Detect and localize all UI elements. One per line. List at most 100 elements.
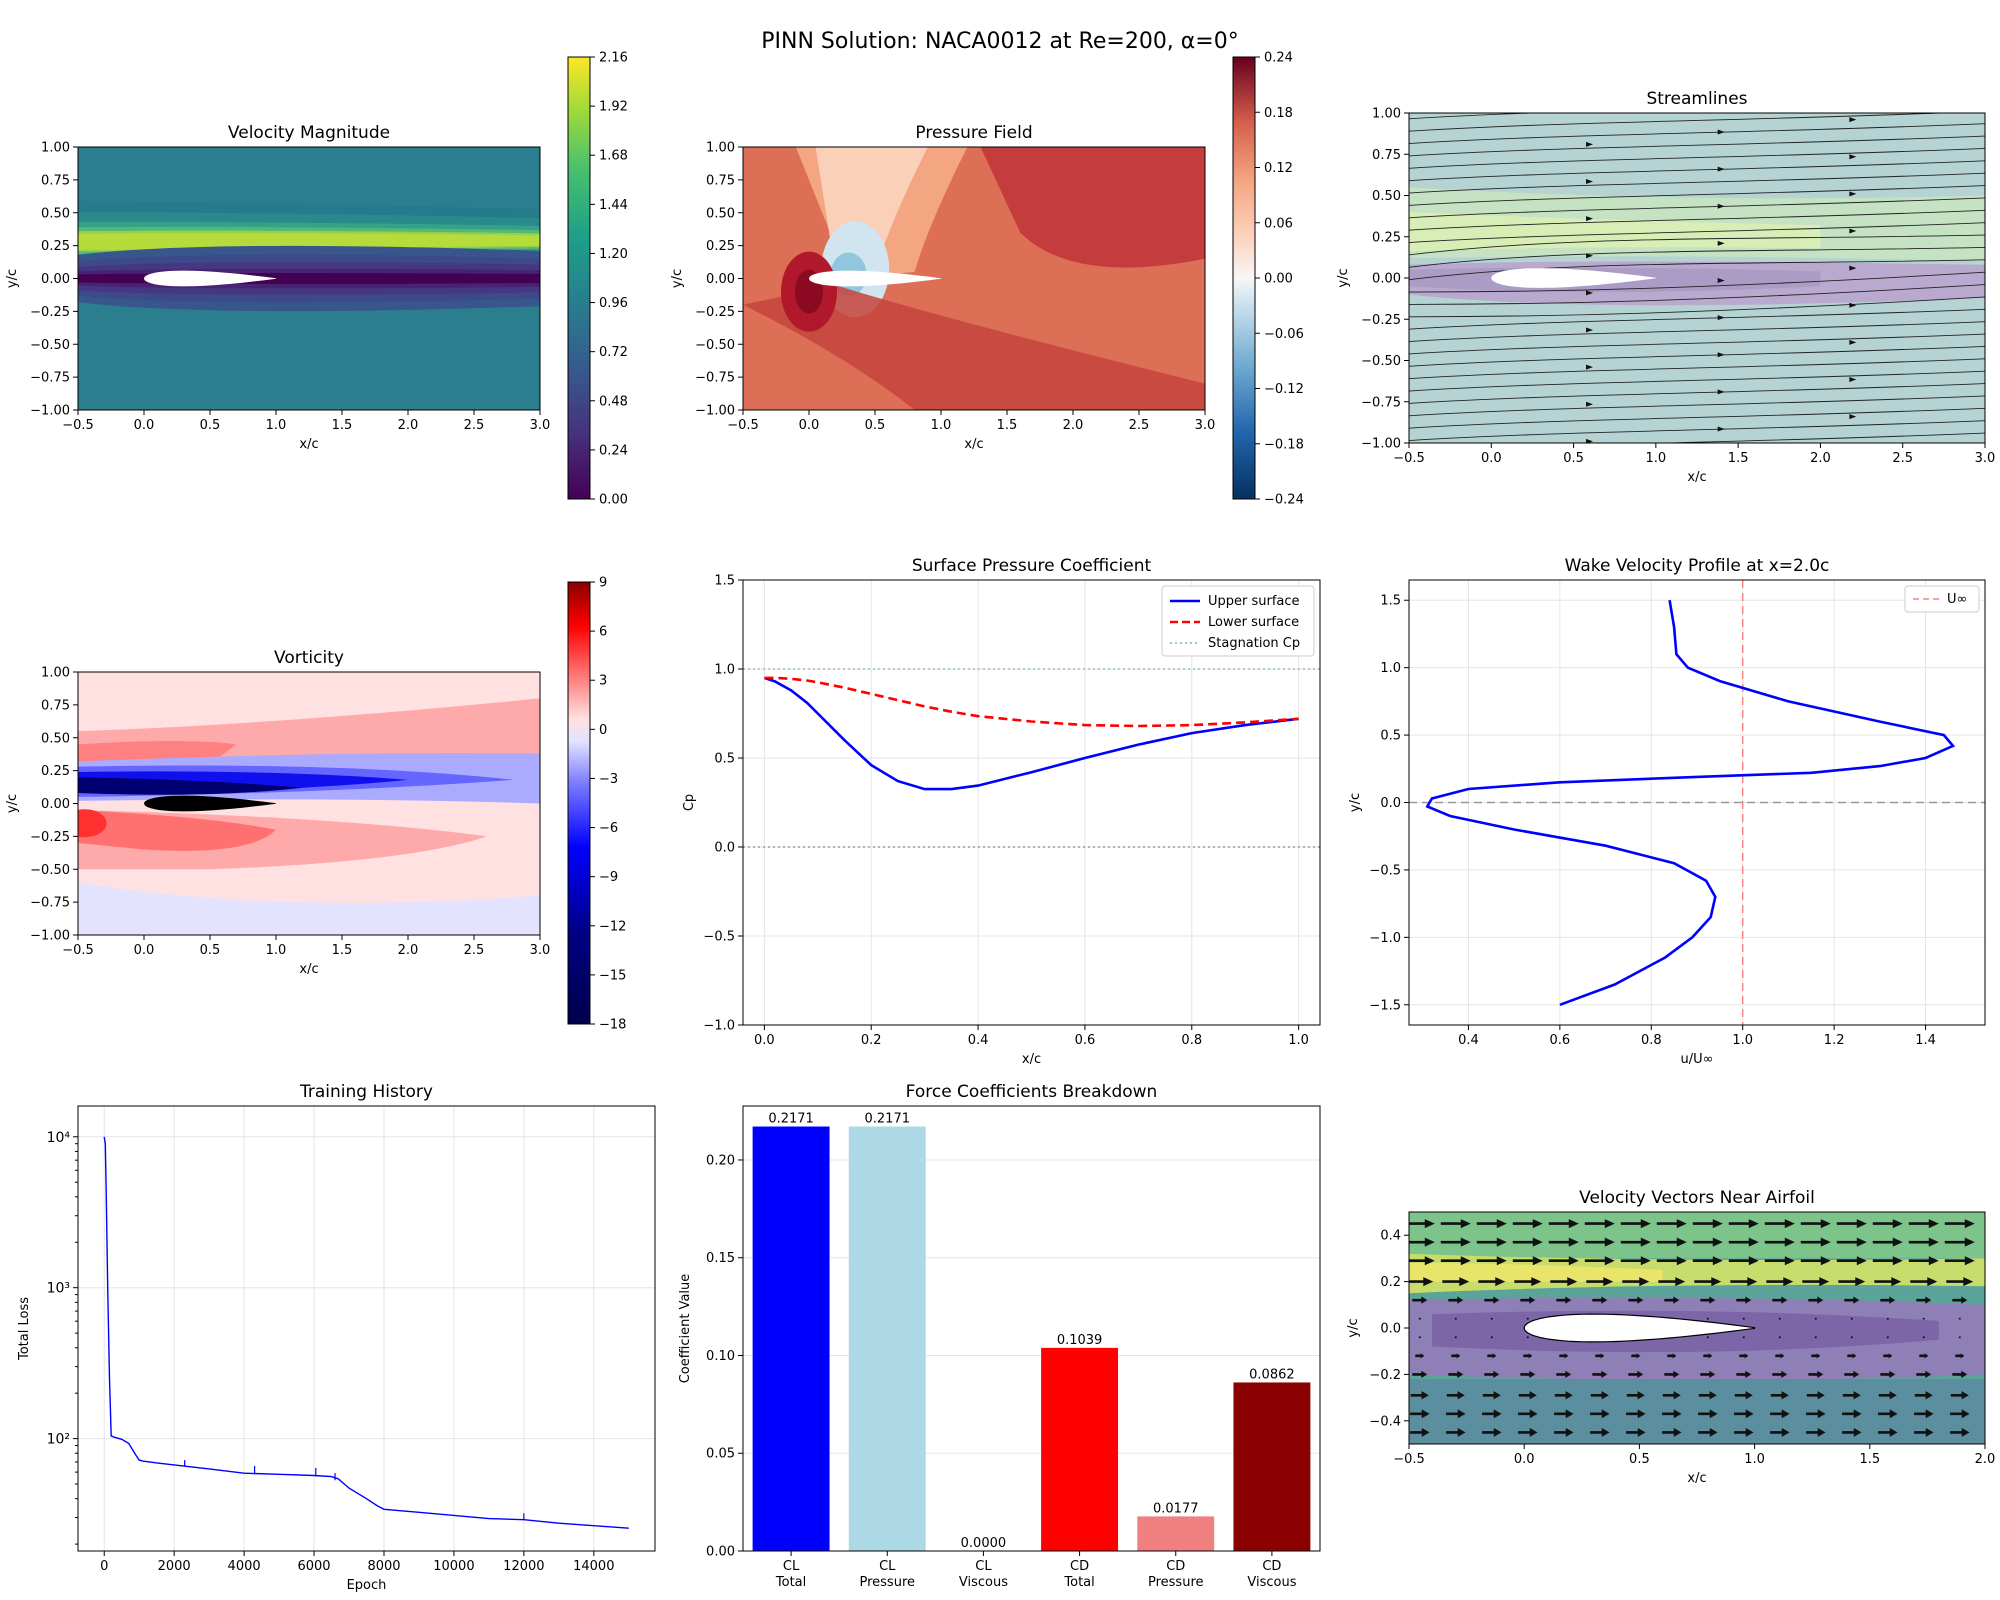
colorbar-tick-label: −12: [599, 919, 626, 934]
vector-arrow: [1734, 1391, 1753, 1400]
vector-arrow: [1548, 1256, 1579, 1266]
vector-arrow: [1914, 1409, 1934, 1419]
x-tick-label: 0.0: [134, 943, 155, 958]
vector-arrow: [1476, 1256, 1507, 1266]
vector-arrow: [1620, 1256, 1651, 1266]
vector-arrow: [1484, 1296, 1500, 1304]
y-tick-label: 0.75: [41, 173, 70, 188]
x-tick-label: 2.5: [464, 418, 485, 433]
x-tick-label: 0.6: [1075, 1033, 1096, 1048]
vector-arrow: [1950, 1409, 1970, 1419]
legend-label: Lower surface: [1208, 615, 1299, 630]
vector-arrow: [1526, 1317, 1529, 1320]
x-tick-label: Viscous: [959, 1575, 1008, 1590]
x-tick-label: 0.0: [1514, 1452, 1535, 1467]
colorbar-tick-label: −6: [599, 821, 618, 836]
x-tick-label: −0.5: [62, 943, 94, 958]
vector-arrow: [1656, 1237, 1687, 1247]
streamline: [1409, 234, 1985, 256]
x-tick-label: 0.4: [968, 1033, 989, 1048]
legend: Upper surface Lower surface Stagnation Cp: [1161, 585, 1315, 657]
vector-arrow: [1446, 1409, 1466, 1419]
x-axis-label: x/c: [1687, 470, 1706, 485]
y-tick-label: −1.0: [1369, 931, 1401, 946]
streamline-arrow: [1586, 290, 1594, 296]
vector-arrow: [1706, 1336, 1709, 1339]
vector-arrow: [1592, 1370, 1608, 1379]
streamline: [1409, 420, 1985, 441]
vector-arrow: [1454, 1317, 1457, 1320]
x-axis-label: x/c: [1022, 1052, 1041, 1067]
vector-arrow: [1584, 1256, 1615, 1266]
x-tick-label: 6000: [297, 1559, 330, 1574]
contour-field: [1409, 1212, 1985, 1444]
colorbar-tick-label: −0.12: [1264, 382, 1304, 397]
streamline: [1409, 333, 1985, 355]
bar-value-label: 0.2171: [865, 1112, 911, 1127]
vector-arrow: [1844, 1370, 1860, 1379]
y-axis-label: y/c: [5, 794, 20, 813]
vector-arrow: [1806, 1409, 1826, 1419]
vector-arrow: [1476, 1237, 1507, 1247]
contour-band: [1409, 212, 1821, 252]
vector-arrow: [1878, 1427, 1898, 1437]
bar-value-label: 0.0000: [961, 1536, 1007, 1551]
x-tick-label: Total: [775, 1575, 806, 1590]
y-tick-label: −0.4: [1369, 1414, 1401, 1429]
vector-arrow: [1944, 1219, 1975, 1229]
vector-arrow: [1772, 1370, 1788, 1379]
y-tick-label: 0.50: [1372, 189, 1401, 204]
streamline-arrow: [1717, 315, 1725, 321]
vector-arrow: [1440, 1237, 1471, 1247]
vector-arrow: [1886, 1336, 1889, 1339]
x-tick-label: 1.0: [1288, 1033, 1309, 1048]
x-tick-label: 2.5: [1892, 451, 1913, 466]
contour-band: [743, 285, 1205, 410]
vector-arrow: [1415, 1353, 1425, 1359]
vector-arrow: [1742, 1317, 1745, 1320]
airfoil-shape: [809, 270, 941, 287]
streamline: [1409, 383, 1985, 404]
x-tick-label: 0.2: [861, 1033, 882, 1048]
colorbar: [1232, 56, 1256, 500]
x-tick-label: 0.5: [1563, 451, 1584, 466]
vector-arrow: [1874, 1277, 1902, 1287]
vector-arrow: [1694, 1277, 1722, 1287]
vector-arrow: [1622, 1277, 1650, 1287]
colorbar: [567, 56, 591, 500]
y-axis-label: y/c: [1348, 793, 1363, 812]
x-tick-label: 0.6: [1550, 1033, 1571, 1048]
vector-arrow: [1880, 1296, 1896, 1304]
streamline: [1409, 113, 1955, 132]
vector-arrow: [1409, 1277, 1434, 1287]
x-tick-label: 14000: [573, 1559, 614, 1574]
x-axis-label: x/c: [1687, 1471, 1706, 1486]
loss-curve: [103, 1136, 629, 1529]
vector-arrow: [1656, 1256, 1687, 1266]
x-tick-label: 0.5: [200, 418, 221, 433]
pressure-field-plot: Pressure Field −0.5 0.0 0.5 1.0 1.5 2.0 2.5 3.0 −…: [670, 51, 1304, 508]
axes-title: Surface Pressure Coefficient: [912, 556, 1152, 576]
streamline: [1409, 209, 1985, 231]
x-tick-label: CD: [1166, 1559, 1185, 1574]
x-tick-label: 1.5: [332, 943, 353, 958]
streamline: [1409, 148, 1985, 169]
colorbar-tick-label: −15: [599, 968, 626, 983]
contour-band: [78, 233, 540, 250]
x-tick-label: 3.0: [530, 418, 551, 433]
vector-arrow: [1958, 1336, 1961, 1339]
vector-arrow: [1556, 1370, 1572, 1379]
y-tick-label: 1.00: [706, 141, 735, 156]
streamline: [1409, 123, 1985, 144]
y-tick-label: 1.0: [714, 663, 735, 678]
streamline-arrow: [1586, 327, 1594, 333]
streamline-arrow: [1849, 191, 1857, 197]
y-tick-label: 0.25: [41, 764, 70, 779]
y-tick-label: 1.5: [714, 574, 735, 589]
vector-arrow: [1586, 1277, 1614, 1287]
axes-title: Vorticity: [274, 648, 344, 668]
vector-arrow: [1778, 1317, 1781, 1320]
vector-arrow: [1800, 1237, 1831, 1247]
vector-arrow: [1484, 1370, 1500, 1379]
bar-value-label: 0.0862: [1249, 1367, 1295, 1382]
